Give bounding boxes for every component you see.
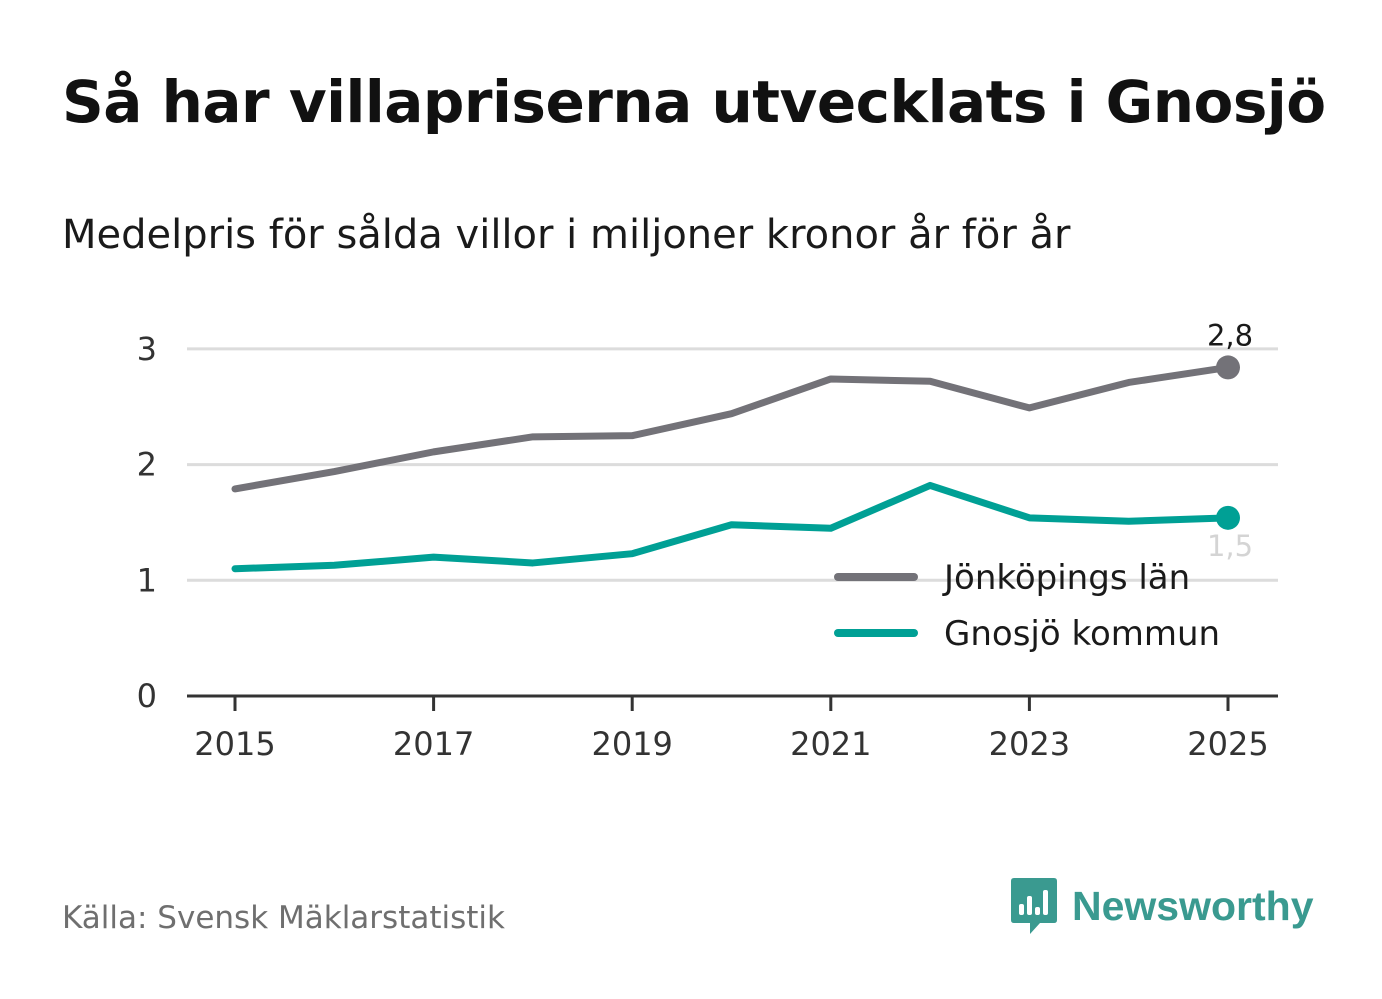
- series-lines: [231, 355, 1240, 573]
- y-tick-label: 1: [137, 561, 157, 599]
- series-line-jonkopings-lan: [231, 363, 1232, 493]
- newsworthy-logo-icon: [1011, 878, 1057, 934]
- series-end-point: [1216, 505, 1240, 530]
- axes: 0 1 2 3 2015 2017 2019 2021 2023 2025: [137, 330, 1278, 763]
- end-label-jonkopings-lan: 2,8: [1207, 318, 1253, 352]
- x-tick-label: 2021: [790, 725, 871, 763]
- x-tick-label: 2015: [194, 725, 275, 763]
- end-labels: 2,8 1,5: [1207, 318, 1253, 562]
- legend-label: Jönköpings län: [942, 558, 1190, 598]
- x-tick-label: 2023: [989, 725, 1070, 763]
- chart-subtitle: Medelpris för sålda villor i miljoner kr…: [62, 212, 1071, 258]
- chart-title: Så har villapriserna utvecklats i Gnosjö: [62, 68, 1326, 136]
- legend: Jönköpings län Gnosjö kommun: [834, 558, 1220, 654]
- series-end-point: [1216, 355, 1240, 380]
- source-note: Källa: Svensk Mäklarstatistik: [62, 900, 505, 936]
- x-tick-label: 2019: [591, 725, 672, 763]
- end-label-gnosjo-kommun: 1,5: [1207, 529, 1253, 563]
- legend-label: Gnosjö kommun: [944, 614, 1220, 654]
- brand-name: Newsworthy: [1072, 882, 1314, 929]
- x-tick-label: 2025: [1187, 725, 1268, 763]
- brand-logo: Newsworthy: [1010, 876, 1314, 936]
- y-tick-label: 0: [137, 677, 157, 715]
- y-tick-label: 2: [137, 446, 157, 484]
- y-tick-label: 3: [137, 330, 157, 368]
- series-line-gnosjo-kommun: [231, 481, 1232, 573]
- x-tick-label: 2017: [393, 725, 474, 763]
